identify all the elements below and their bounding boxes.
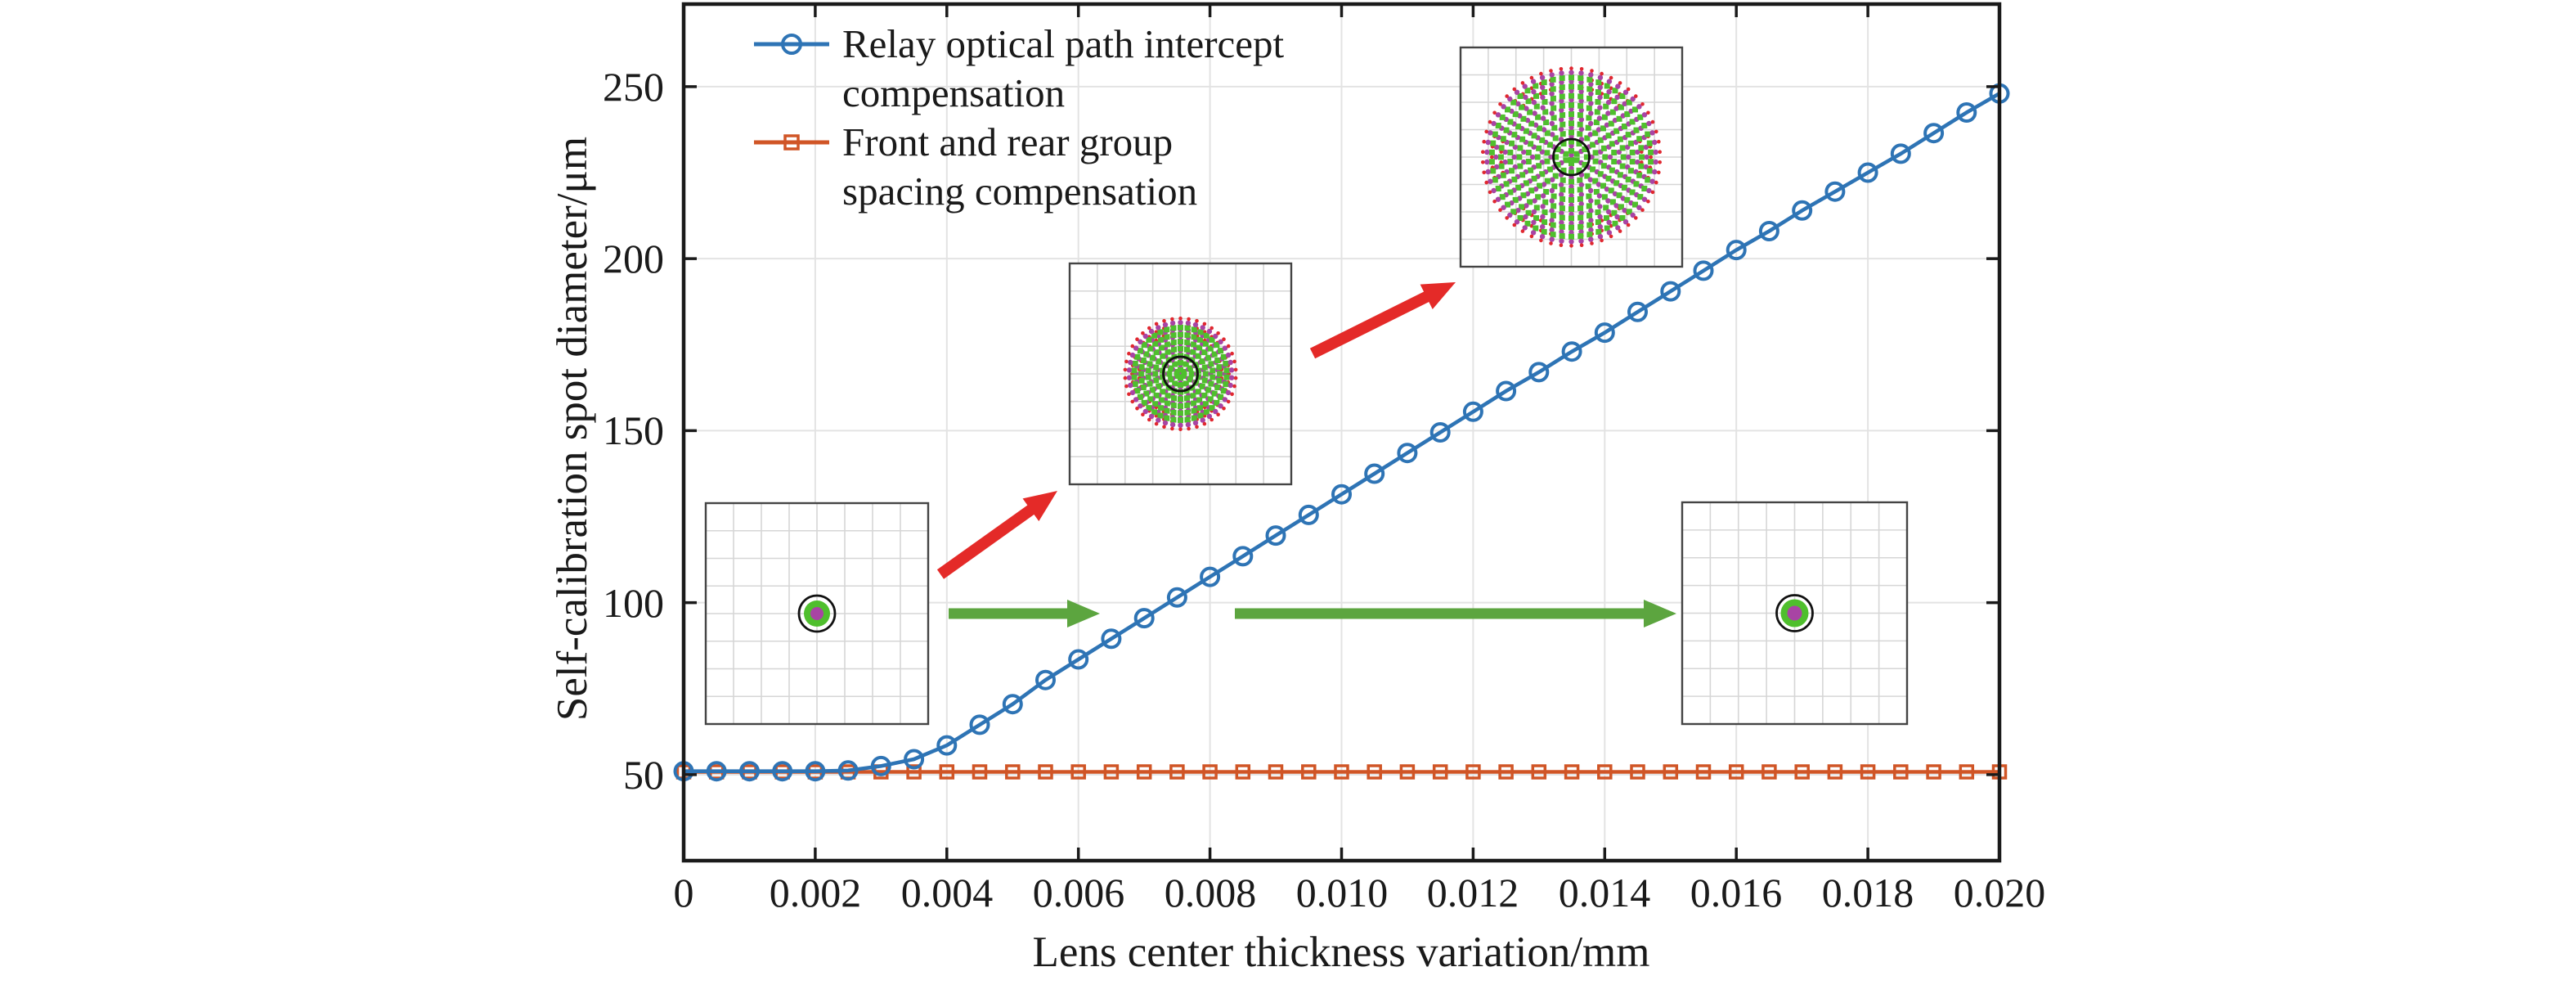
- y-tick-label: 50: [623, 752, 664, 798]
- legend-entry-relay-line2: compensation: [842, 70, 1066, 115]
- series-relay-compensation: [673, 83, 2010, 782]
- x-tick-label: 0.002: [769, 870, 862, 915]
- y-tick-label: 100: [603, 580, 664, 626]
- x-tick-label: 0.010: [1295, 870, 1389, 915]
- x-tick-label: 0.016: [1690, 870, 1783, 915]
- annotation-red-arrow-1: [936, 491, 1057, 579]
- annotation-red-arrow-2: [1309, 282, 1456, 359]
- legend: Relay optical path intercept compensatio…: [842, 20, 1284, 216]
- annotation-green-arrow-2: [1235, 600, 1676, 627]
- x-tick-label: 0.008: [1164, 870, 1257, 915]
- x-tick-label: 0.018: [1821, 870, 1914, 915]
- x-axis-label: Lens center thickness variation/mm: [1032, 929, 1650, 976]
- legend-marker-relay-icon: [754, 34, 829, 55]
- x-tick-label: 0.014: [1558, 870, 1651, 915]
- x-tick-label: 0.020: [1953, 870, 2046, 915]
- annotation-green-arrow-1: [949, 600, 1100, 627]
- legend-entry-relay-line1: Relay optical path intercept: [842, 21, 1285, 66]
- plot-frame: [681, 2, 2002, 863]
- y-tick-label: 250: [603, 64, 664, 110]
- x-tick-label: 0.004: [900, 870, 994, 915]
- y-axis-label: Self-calibration spot diameter/μm: [549, 136, 596, 722]
- x-tick-label: 0.012: [1426, 870, 1519, 915]
- inset-spot-rings-medium: [1068, 262, 1293, 486]
- x-tick-label: 0.006: [1032, 870, 1125, 915]
- inset-spot-small-right: [1681, 501, 1909, 726]
- y-tick-label: 200: [603, 236, 664, 281]
- inset-spot-small-left: [704, 501, 930, 726]
- inset-spot-rings-large: [1459, 46, 1684, 268]
- legend-entry-front-rear-line2: spacing compensation: [842, 169, 1198, 214]
- legend-marker-front-rear-icon: [754, 134, 829, 151]
- y-tick-label: 150: [603, 407, 664, 453]
- x-tick-label: 0: [673, 870, 694, 915]
- legend-entry-front-rear-line1: Front and rear group: [842, 119, 1174, 164]
